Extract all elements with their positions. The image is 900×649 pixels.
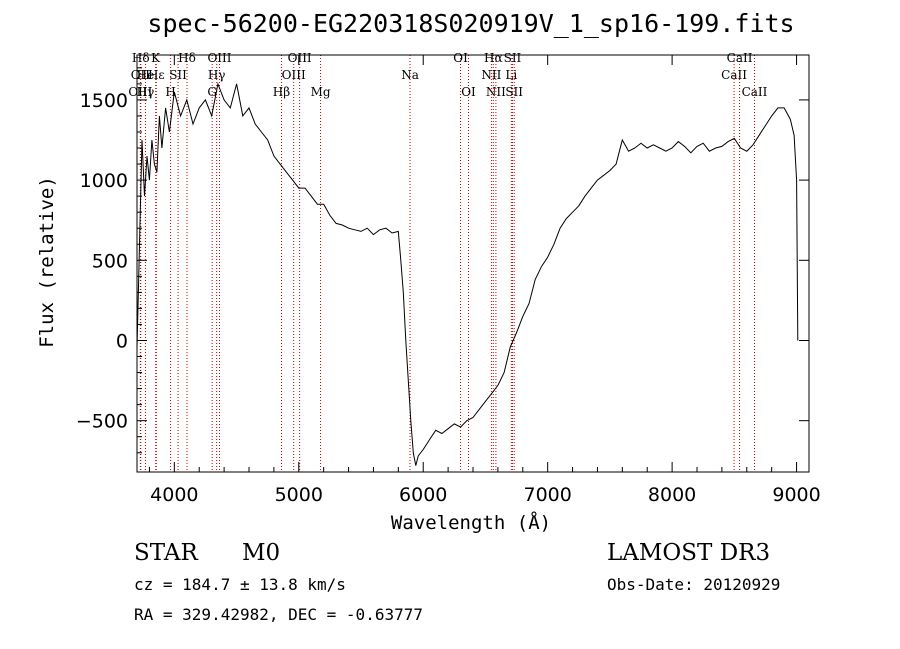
y-tick-label: −500 [76,411,128,433]
line-label: CaII [721,68,747,82]
line-label: K [151,51,161,65]
plot-frame [136,54,810,473]
line-label: Na [401,68,419,82]
y-tick-label: 1000 [80,170,128,192]
object-class: STAR [134,540,198,566]
line-label: Hε [148,68,165,82]
line-label: Mg [311,85,331,99]
redshift-cz: cz = 184.7 ± 13.8 km/s [134,575,346,594]
chart-title: spec-56200-EG220318S020919V_1_sp16-199.f… [147,9,794,38]
obs-date: Obs-Date: 20120929 [607,575,780,594]
line-label: NII [486,85,506,99]
y-tick-label: 500 [92,250,128,272]
line-label: Hγ [137,85,155,99]
x-axis-ticks: 4000 5000 6000 7000 8000 9000 [148,55,821,506]
x-tick-label: 7000 [523,484,571,506]
line-label: OIII [288,51,312,65]
x-tick-label: 6000 [399,484,447,506]
line-label: H [165,85,175,99]
line-label: Li [505,68,517,82]
y-tick-label: 0 [116,330,128,352]
line-label: Hα [484,51,503,65]
x-tick-label: 5000 [275,484,323,506]
spectrum-line [136,82,799,466]
line-label: Hγ [208,68,226,82]
line-label: SII [504,51,522,65]
line-label: He [137,68,155,82]
line-label: OIII [282,68,306,82]
line-label: OI [453,51,468,65]
line-markers [139,55,755,472]
x-tick-label: 8000 [648,484,696,506]
line-label: OII [131,68,151,82]
survey-name: LAMOST DR3 [607,540,770,566]
line-label: SII [505,85,523,99]
line-label: SII [169,68,187,82]
y-axis-ticks: −500 0 500 1000 1500 [76,67,809,454]
line-label: OIII [207,51,231,65]
y-tick-label: 1500 [80,90,128,112]
coordinates: RA = 329.42982, DEC = -0.63777 [134,605,423,624]
y-axis-label: Flux (relative) [36,176,58,348]
line-label: Hβ [273,85,290,99]
object-subclass: M0 [242,540,280,566]
line-label: NII [481,68,501,82]
line-label: Hδ [132,51,150,65]
x-tick-label: 9000 [772,484,820,506]
line-label: CaII [727,51,753,65]
x-tick-label: 4000 [150,484,198,506]
line-label: OI [461,85,476,99]
line-label: CaII [742,85,768,99]
line-label: Hδ [178,51,196,65]
line-label: OIII [128,85,152,99]
line-label: G [207,85,217,99]
x-axis-label: Wavelength (Å) [391,511,551,534]
